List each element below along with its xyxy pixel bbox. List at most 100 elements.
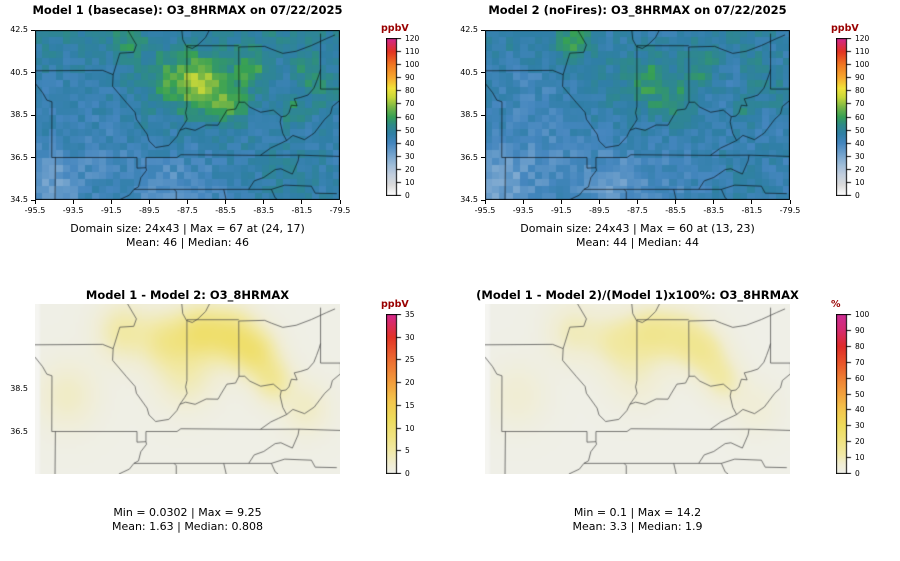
- tick-mark: [481, 29, 485, 31]
- stats-line-2: Mean: 46 | Median: 46: [125, 236, 250, 249]
- colorbar-tick-label: 10: [855, 177, 865, 187]
- stats-text: Domain size: 24x43 | Max = 67 at (24, 17…: [0, 222, 375, 250]
- percent-difference-map-canvas: [485, 304, 790, 474]
- colorbar-tick-label: 15: [405, 400, 415, 410]
- colorbar-tick-label: 0: [855, 191, 860, 200]
- colorbar-tick-label: 90: [855, 325, 865, 335]
- tick-mark: [637, 200, 638, 204]
- y-tick-label: 36.5: [460, 152, 478, 162]
- panel-title: Model 1 (basecase): O3_8HRMAX on 07/22/2…: [32, 3, 343, 17]
- tick-mark: [481, 72, 485, 73]
- colorbar-canvas: [386, 314, 402, 474]
- colorbar-tick-label: 30: [405, 151, 415, 161]
- x-tick-label: -93.5: [62, 206, 84, 215]
- colorbar-tick-label: 60: [855, 112, 865, 122]
- x-tick-label: -79.5: [779, 206, 801, 215]
- stats-text: Domain size: 24x43 | Max = 60 at (13, 23…: [450, 222, 825, 250]
- tick-mark: [339, 200, 341, 204]
- colorbar-units-label: %: [831, 299, 841, 310]
- panel-model2-nofires: Model 2 (noFires): O3_8HRMAX on 07/22/20…: [450, 0, 900, 288]
- panel-title: (Model 1 - Model 2)/(Model 1)x100%: O3_8…: [476, 288, 799, 302]
- x-tick-label: -89.5: [589, 206, 610, 215]
- y-tick-label: 38.5: [10, 110, 28, 119]
- tick-mark: [187, 200, 188, 204]
- tick-mark: [713, 200, 715, 204]
- colorbar-tick-label: 5: [405, 446, 410, 456]
- y-tick-label: 40.5: [10, 67, 28, 77]
- colorbar-canvas: [836, 314, 852, 474]
- x-tick-label: -81.5: [741, 206, 763, 215]
- tick-mark: [31, 114, 35, 116]
- colorbar-tick-label: 0: [405, 469, 410, 478]
- colorbar-tick-label: 10: [405, 177, 415, 187]
- tick-mark: [72, 200, 74, 204]
- x-tick-label: -83.5: [253, 206, 275, 215]
- stats-line-1: Min = 0.0302 | Max = 9.25: [113, 506, 262, 519]
- x-tick-label: -79.5: [329, 206, 351, 215]
- stats-text: Min = 0.1 | Max = 14.2 Mean: 3.3 | Media…: [450, 506, 825, 534]
- colorbar-tick-label: 35: [405, 310, 415, 319]
- x-tick-label: -95.5: [474, 206, 496, 215]
- colorbar-tick-label: 110: [405, 47, 420, 57]
- colorbar-units-label: ppbV: [381, 23, 409, 34]
- tick-mark: [598, 200, 600, 204]
- x-tick-label: -89.5: [139, 206, 160, 215]
- stats-line-2: Mean: 44 | Median: 44: [575, 236, 700, 249]
- colorbar-tick-label: 20: [855, 164, 865, 174]
- colorbar-tick-label: 80: [855, 86, 865, 96]
- colorbar-tick-label: 10: [405, 423, 415, 433]
- colorbar-tick-label: 90: [405, 73, 415, 83]
- stats-line-2: Mean: 1.63 | Median: 0.808: [111, 520, 264, 533]
- x-tick-label: -81.5: [291, 206, 313, 215]
- stats-line-1: Domain size: 24x43 | Max = 60 at (13, 23…: [520, 222, 755, 235]
- colorbar-tick-label: 120: [405, 34, 420, 43]
- tick-mark: [110, 200, 112, 204]
- colorbar-tick-label: 100: [855, 310, 870, 319]
- x-tick-label: -95.5: [24, 206, 46, 215]
- x-tick-label: -91.5: [550, 206, 572, 215]
- colorbar-tick-label: 0: [405, 191, 410, 200]
- colorbar-tick-label: 80: [405, 86, 415, 96]
- stats-text: Min = 0.0302 | Max = 9.25 Mean: 1.63 | M…: [0, 506, 375, 534]
- panel-model1-basecase: Model 1 (basecase): O3_8HRMAX on 07/22/2…: [0, 0, 450, 288]
- stats-line-1: Domain size: 24x43 | Max = 67 at (24, 17…: [70, 222, 305, 235]
- colorbar-tick-label: 30: [855, 421, 865, 431]
- colorbar-units-label: ppbV: [831, 23, 859, 34]
- colorbar-tick-label: 30: [405, 332, 415, 342]
- colorbar-tick-label: 50: [855, 389, 865, 399]
- colorbar-tick-label: 40: [405, 138, 415, 148]
- colorbar-tick-label: 100: [405, 60, 420, 70]
- y-tick-label: 38.5: [10, 384, 28, 393]
- y-tick-label: 38.5: [460, 110, 478, 119]
- colorbar-tick-label: 40: [855, 138, 865, 148]
- colorbar-tick-label: 10: [855, 453, 865, 463]
- colorbar-tick-label: 30: [855, 151, 865, 161]
- tick-mark: [31, 72, 35, 73]
- y-tick-label: 34.5: [460, 195, 478, 204]
- colorbar-canvas: [836, 38, 852, 196]
- tick-mark: [675, 200, 677, 204]
- x-tick-label: -85.5: [665, 206, 686, 215]
- stats-line-1: Min = 0.1 | Max = 14.2: [573, 506, 702, 519]
- model1-heatmap-canvas: [35, 30, 340, 200]
- panel-difference: Model 1 - Model 2: O3_8HRMAX 38.5 36.5 pp…: [0, 288, 450, 561]
- colorbar-tick-label: 90: [855, 73, 865, 83]
- x-tick-label: -91.5: [100, 206, 122, 215]
- y-tick-label: 40.5: [460, 67, 478, 77]
- colorbar-tick-label: 50: [405, 125, 415, 135]
- tick-mark: [481, 114, 485, 116]
- tick-mark: [484, 200, 486, 204]
- y-tick-label: 36.5: [10, 152, 28, 162]
- colorbar-tick-label: 60: [405, 112, 415, 122]
- colorbar-tick-label: 20: [405, 378, 415, 388]
- tick-mark: [31, 199, 35, 201]
- tick-mark: [751, 200, 753, 204]
- tick-mark: [481, 157, 485, 158]
- colorbar-tick-label: 70: [405, 99, 415, 109]
- tick-mark: [522, 200, 524, 204]
- difference-map-canvas: [35, 304, 340, 474]
- y-tick-label: 34.5: [10, 195, 28, 204]
- colorbar-tick-label: 60: [855, 373, 865, 383]
- y-tick-label: 42.5: [10, 25, 28, 34]
